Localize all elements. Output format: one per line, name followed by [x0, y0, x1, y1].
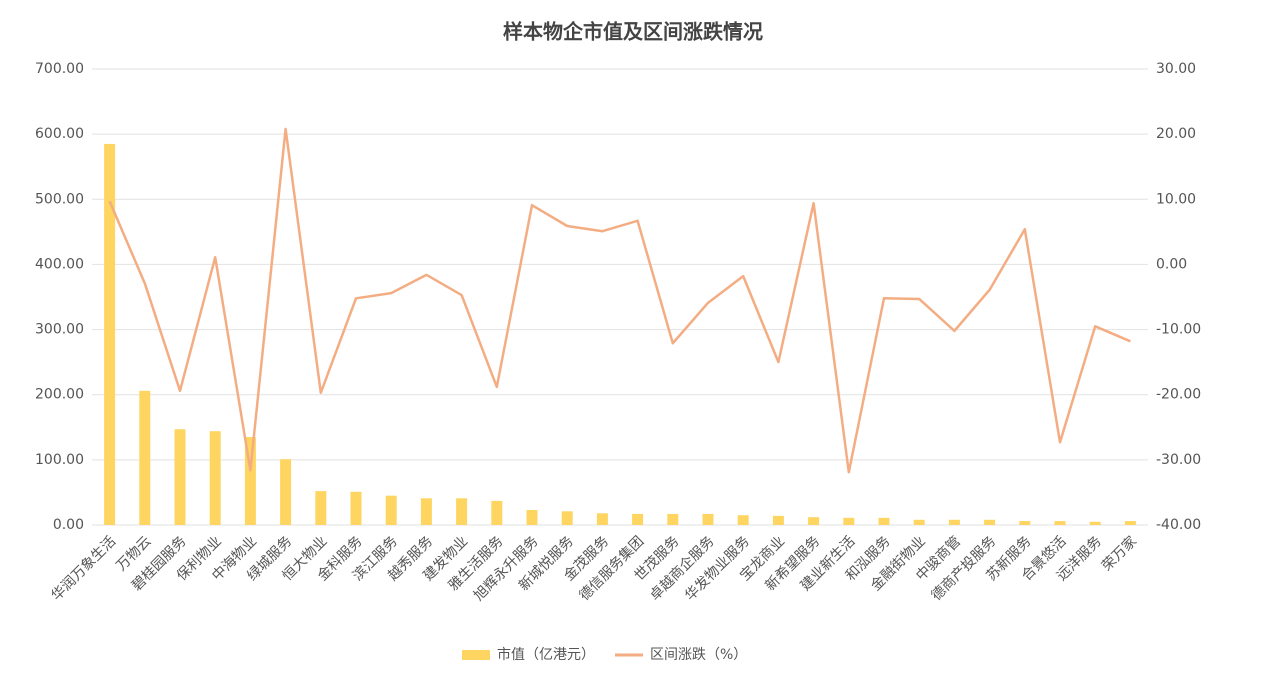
- bar: [808, 517, 820, 525]
- bar: [984, 519, 996, 525]
- bar: [561, 511, 573, 525]
- bar: [596, 513, 608, 525]
- chart-title: 样本物企市值及区间涨跌情况: [503, 20, 763, 44]
- y-tick-label: 200.00: [35, 387, 84, 403]
- bar: [667, 513, 679, 525]
- y2-tick-label: -40.00: [1156, 517, 1201, 533]
- y-tick-label: 500.00: [35, 191, 84, 207]
- bar: [139, 390, 151, 525]
- bar: [702, 513, 714, 525]
- bar: [174, 429, 186, 525]
- y-tick-label: 100.00: [35, 452, 84, 468]
- y2-tick-label: 0.00: [1156, 256, 1187, 272]
- bar: [315, 491, 327, 525]
- bar: [1054, 521, 1066, 525]
- bar: [350, 491, 362, 525]
- bar: [878, 517, 890, 525]
- bar: [772, 515, 784, 525]
- y-tick-label: 700.00: [35, 61, 84, 77]
- legend-label: 市值（亿港元）: [497, 646, 595, 663]
- bar: [737, 515, 749, 525]
- legend-swatch: [462, 650, 490, 660]
- y2-tick-label: 20.00: [1156, 126, 1196, 142]
- x-tick-label: 荣万家: [1098, 533, 1140, 575]
- y2-tick-label: -20.00: [1156, 387, 1201, 403]
- bar: [104, 143, 116, 525]
- line: [108, 127, 1131, 474]
- y-tick-label: 600.00: [35, 126, 84, 142]
- y-tick-label: 0.00: [53, 517, 84, 533]
- bar: [491, 500, 503, 525]
- bar: [244, 437, 256, 525]
- legend-label: 区间涨跌（%）: [650, 647, 747, 663]
- bar: [280, 459, 292, 525]
- y2-tick-label: 10.00: [1156, 191, 1196, 207]
- bar: [209, 431, 221, 525]
- y-tick-label: 300.00: [35, 322, 84, 338]
- bar: [913, 519, 925, 525]
- y2-tick-label: -30.00: [1156, 452, 1201, 468]
- bar: [632, 513, 644, 525]
- y2-tick-label: 30.00: [1156, 61, 1196, 77]
- y2-tick-label: -10.00: [1156, 322, 1201, 338]
- x-tick-label: 华润万象生活: [49, 533, 120, 604]
- bar: [526, 510, 538, 525]
- bar: [948, 519, 960, 525]
- bar: [843, 517, 855, 525]
- bar: [456, 498, 468, 525]
- bar: [1124, 521, 1136, 525]
- bar: [385, 495, 397, 525]
- bar: [1089, 521, 1101, 525]
- bar: [420, 498, 432, 525]
- bar: [1019, 521, 1031, 525]
- y-tick-label: 400.00: [35, 256, 84, 272]
